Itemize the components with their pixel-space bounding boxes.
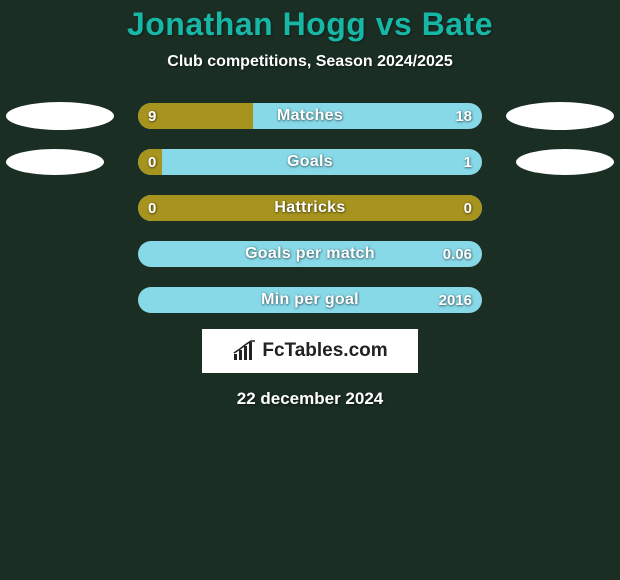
- stat-row: 0.06Goals per match: [0, 231, 620, 277]
- player-ellipse-right: [506, 102, 614, 130]
- date-text: 22 december 2024: [0, 389, 620, 409]
- stat-bar: 01Goals: [138, 149, 482, 175]
- player-ellipse-left: [6, 149, 104, 175]
- stat-label: Goals: [138, 149, 482, 175]
- stat-bar: 2016Min per goal: [138, 287, 482, 313]
- stat-bar: 918Matches: [138, 103, 482, 129]
- page-title: Jonathan Hogg vs Bate: [0, 6, 620, 43]
- logo-box[interactable]: FcTables.com: [202, 329, 418, 373]
- player-ellipse-left: [6, 102, 114, 130]
- stat-row: 918Matches: [0, 93, 620, 139]
- bar-chart-icon: [232, 340, 258, 362]
- logo-text: FcTables.com: [262, 340, 387, 362]
- stat-label: Goals per match: [138, 241, 482, 267]
- stat-bar: 00Hattricks: [138, 195, 482, 221]
- stat-bar: 0.06Goals per match: [138, 241, 482, 267]
- player-ellipse-right: [516, 149, 614, 175]
- chart-container: Jonathan Hogg vs Bate Club competitions,…: [0, 0, 620, 580]
- stat-row: 2016Min per goal: [0, 277, 620, 323]
- subtitle: Club competitions, Season 2024/2025: [0, 53, 620, 71]
- rows-container: 918Matches 01Goals 00Hattricks 0.06Goals pe…: [0, 93, 620, 323]
- stat-row: 01Goals: [0, 139, 620, 185]
- stat-label: Matches: [138, 103, 482, 129]
- stat-row: 00Hattricks: [0, 185, 620, 231]
- stat-label: Hattricks: [138, 195, 482, 221]
- stat-label: Min per goal: [138, 287, 482, 313]
